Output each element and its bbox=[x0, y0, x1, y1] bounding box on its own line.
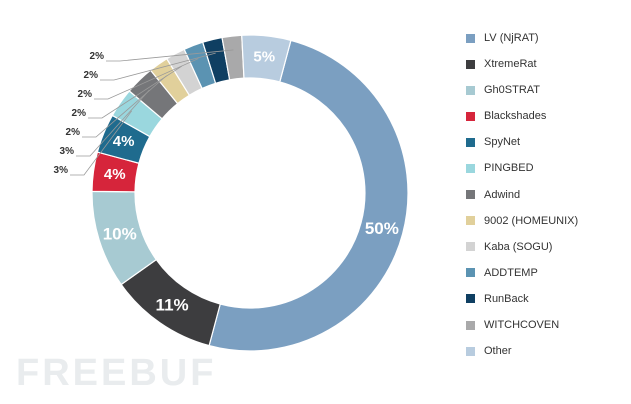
leader-line-kaba-sogu bbox=[88, 65, 183, 119]
legend-swatch bbox=[466, 137, 475, 147]
legend-label: Other bbox=[484, 345, 512, 358]
slice-lv-njrat bbox=[208, 39, 409, 352]
legend-item-other: Other bbox=[466, 343, 578, 359]
legend-label: Kaba (SOGU) bbox=[484, 240, 553, 253]
slice-label-runback: 2% bbox=[84, 70, 99, 81]
legend-item-9002-homeunix: 9002 (HOMEUNIX) bbox=[466, 213, 578, 229]
leader-line-pingbed bbox=[70, 110, 133, 176]
legend-label: PINGBED bbox=[484, 162, 534, 175]
slice-label-blackshades: 4% bbox=[104, 166, 126, 183]
chart-legend: LV (NjRAT) XtremeRat Gh0STRAT Blackshades Sp… bbox=[466, 30, 578, 369]
legend-label: RunBack bbox=[484, 292, 529, 305]
legend-label: Adwind bbox=[484, 188, 521, 201]
legend-item-adwind: Adwind bbox=[466, 187, 578, 203]
legend-swatch bbox=[466, 190, 475, 200]
legend-item-runback: RunBack bbox=[466, 291, 578, 307]
slice-label-gh0strat: 10% bbox=[103, 224, 137, 243]
slice-label-pingbed: 3% bbox=[54, 165, 69, 176]
slice-label-other: 5% bbox=[253, 49, 275, 66]
leader-line-addtemp bbox=[94, 58, 199, 100]
legend-item-kaba-sogu: Kaba (SOGU) bbox=[466, 239, 578, 255]
legend-label: 9002 (HOMEUNIX) bbox=[484, 214, 579, 227]
legend-swatch bbox=[466, 59, 475, 69]
leader-line-9002-homeunix bbox=[82, 75, 167, 138]
legend-swatch bbox=[466, 33, 475, 43]
legend-item-blackshades: Blackshades bbox=[466, 108, 578, 124]
legend-label: XtremeRat bbox=[484, 58, 537, 71]
legend-item-pingbed: PINGBED bbox=[466, 160, 578, 176]
legend-swatch bbox=[466, 320, 475, 330]
slice-label-witchcoven: 2% bbox=[90, 51, 105, 62]
legend-item-witchcoven: WITCHCOVEN bbox=[466, 317, 578, 333]
legend-swatch bbox=[466, 111, 475, 121]
legend-swatch bbox=[466, 163, 475, 173]
legend-label: Gh0STRAT bbox=[484, 84, 541, 97]
watermark-logo: FREEBUF bbox=[16, 352, 217, 394]
slice-other bbox=[241, 34, 292, 83]
legend-label: WITCHCOVEN bbox=[484, 319, 560, 332]
legend-swatch bbox=[466, 268, 475, 278]
slice-label-spynet: 4% bbox=[113, 133, 135, 150]
legend-swatch bbox=[466, 242, 475, 252]
slice-label-kaba-sogu: 2% bbox=[72, 108, 87, 119]
slice-label-addtemp: 2% bbox=[78, 89, 93, 100]
legend-swatch bbox=[466, 216, 475, 226]
legend-swatch bbox=[466, 85, 475, 95]
legend-label: Blackshades bbox=[484, 110, 547, 123]
leader-line-witchcoven bbox=[106, 49, 234, 62]
legend-swatch bbox=[466, 346, 475, 356]
slice-label-xtremerat: 11% bbox=[156, 296, 189, 315]
legend-item-addtemp: ADDTEMP bbox=[466, 265, 578, 281]
legend-item-xtremerat: XtremeRat bbox=[466, 56, 578, 72]
leader-line-adwind bbox=[76, 89, 150, 157]
legend-label: ADDTEMP bbox=[484, 266, 538, 279]
legend-item-gh0strat: Gh0STRAT bbox=[466, 82, 578, 98]
slice-label-9002-homeunix: 2% bbox=[66, 127, 81, 138]
slice-label-lv-njrat: 50% bbox=[365, 219, 399, 238]
legend-label: LV (NjRAT) bbox=[484, 32, 539, 44]
legend-label: SpyNet bbox=[484, 136, 521, 149]
legend-item-lv-njrat: LV (NjRAT) bbox=[466, 30, 578, 46]
legend-item-spynet: SpyNet bbox=[466, 134, 578, 150]
slice-label-adwind: 3% bbox=[60, 146, 75, 157]
leader-line-runback bbox=[100, 52, 216, 81]
donut-slices bbox=[91, 34, 409, 352]
legend-swatch bbox=[466, 294, 475, 304]
